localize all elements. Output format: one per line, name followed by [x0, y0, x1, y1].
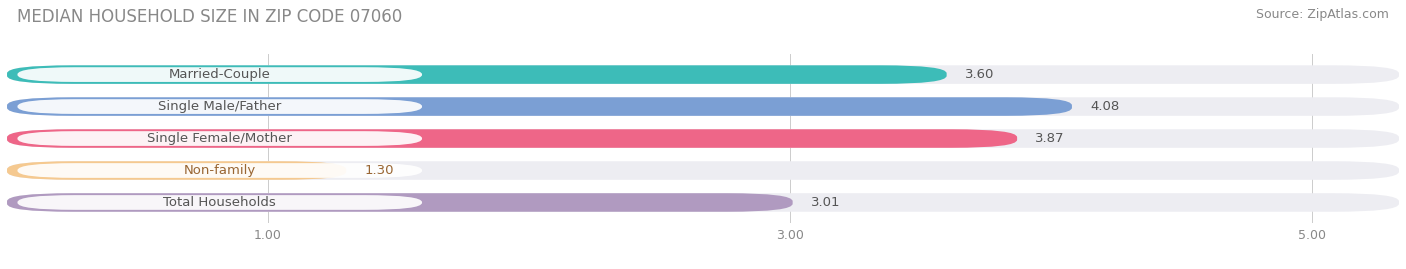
FancyBboxPatch shape — [17, 131, 422, 146]
FancyBboxPatch shape — [7, 193, 793, 212]
FancyBboxPatch shape — [7, 129, 1017, 148]
FancyBboxPatch shape — [7, 129, 1399, 148]
FancyBboxPatch shape — [7, 65, 1399, 84]
Text: Total Households: Total Households — [163, 196, 276, 209]
FancyBboxPatch shape — [7, 193, 1399, 212]
Text: 1.30: 1.30 — [364, 164, 394, 177]
Text: Single Male/Father: Single Male/Father — [157, 100, 281, 113]
FancyBboxPatch shape — [17, 99, 422, 114]
FancyBboxPatch shape — [7, 161, 1399, 180]
Text: MEDIAN HOUSEHOLD SIZE IN ZIP CODE 07060: MEDIAN HOUSEHOLD SIZE IN ZIP CODE 07060 — [17, 8, 402, 26]
FancyBboxPatch shape — [7, 97, 1399, 116]
FancyBboxPatch shape — [17, 67, 422, 82]
Text: 4.08: 4.08 — [1090, 100, 1119, 113]
FancyBboxPatch shape — [7, 161, 346, 180]
Text: Married-Couple: Married-Couple — [169, 68, 271, 81]
Text: 3.01: 3.01 — [811, 196, 841, 209]
Text: 3.60: 3.60 — [965, 68, 994, 81]
FancyBboxPatch shape — [7, 97, 1071, 116]
FancyBboxPatch shape — [17, 163, 422, 178]
Text: Non-family: Non-family — [184, 164, 256, 177]
Text: Single Female/Mother: Single Female/Mother — [148, 132, 292, 145]
FancyBboxPatch shape — [17, 195, 422, 210]
FancyBboxPatch shape — [7, 65, 946, 84]
Text: Source: ZipAtlas.com: Source: ZipAtlas.com — [1256, 8, 1389, 21]
Text: 3.87: 3.87 — [1035, 132, 1064, 145]
